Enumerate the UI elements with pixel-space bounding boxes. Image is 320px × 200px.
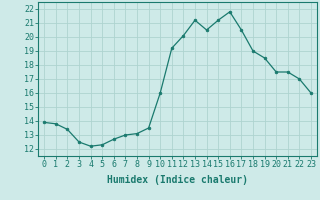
X-axis label: Humidex (Indice chaleur): Humidex (Indice chaleur) bbox=[107, 175, 248, 185]
